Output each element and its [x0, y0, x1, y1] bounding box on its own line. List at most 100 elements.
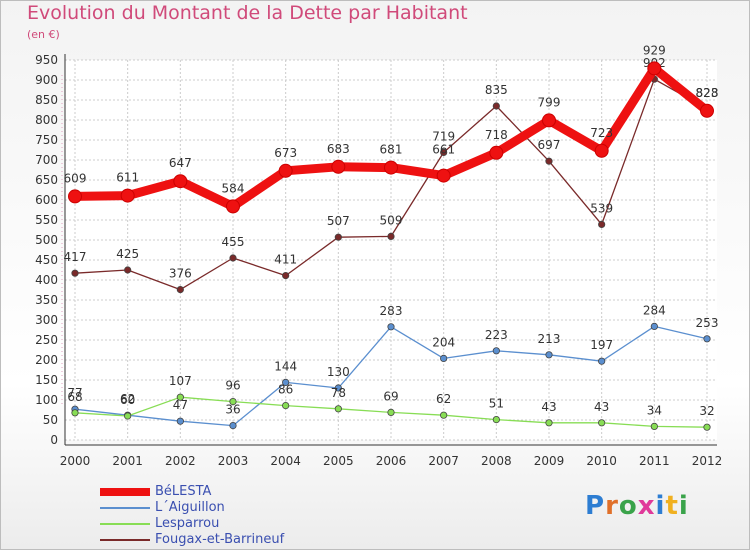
data-point — [124, 266, 132, 274]
data-label: 43 — [594, 400, 609, 414]
data-label: 107 — [169, 374, 192, 388]
data-point — [334, 233, 342, 241]
data-point — [492, 102, 500, 110]
data-label: 78 — [331, 386, 346, 400]
data-point — [124, 412, 132, 420]
y-tick-label: 850 — [35, 93, 58, 107]
x-tick-label: 2011 — [639, 454, 670, 468]
data-point — [278, 163, 293, 178]
data-point — [492, 415, 500, 424]
data-point — [387, 323, 395, 331]
y-tick-label: 800 — [35, 113, 58, 127]
data-point — [594, 143, 609, 158]
data-point — [282, 378, 290, 386]
data-label: 828 — [696, 86, 719, 100]
data-point — [542, 113, 556, 128]
x-tick-label: 2009 — [534, 454, 565, 468]
data-point — [229, 421, 237, 430]
data-label: 47 — [173, 398, 188, 412]
y-tick-label: 550 — [35, 213, 58, 227]
data-label: 34 — [647, 403, 662, 417]
data-point — [545, 351, 553, 359]
logo-letter: i — [655, 491, 666, 521]
data-label: 425 — [116, 247, 139, 261]
data-label: 69 — [383, 389, 398, 403]
data-label: 253 — [696, 316, 719, 330]
logo-letter: x — [637, 491, 656, 521]
data-label: 929 — [643, 43, 666, 57]
data-point — [229, 397, 237, 406]
data-label: 411 — [274, 253, 297, 267]
legend-label: BéLESTA — [155, 484, 212, 499]
data-point — [282, 271, 290, 280]
data-label: 32 — [699, 404, 714, 418]
data-label: 507 — [327, 214, 350, 228]
data-label: 62 — [436, 392, 451, 406]
legend-swatch — [100, 488, 150, 496]
legend-swatch — [100, 539, 150, 541]
data-label: 539 — [590, 201, 613, 215]
legend-label: Fougax-et-Barrineuf — [155, 532, 285, 547]
logo-letter: r — [605, 491, 619, 521]
data-point — [598, 357, 606, 365]
data-point — [173, 174, 188, 189]
data-label: 204 — [432, 335, 455, 349]
data-point — [440, 411, 448, 419]
data-label: 719 — [432, 129, 455, 143]
data-point — [176, 393, 184, 401]
x-tick-label: 2002 — [165, 454, 196, 468]
x-tick-label: 2006 — [376, 454, 407, 468]
data-label: 647 — [169, 156, 192, 170]
data-label: 455 — [222, 235, 245, 249]
data-point — [598, 419, 606, 427]
data-label: 417 — [64, 250, 87, 264]
data-point — [282, 401, 290, 410]
data-point — [545, 157, 553, 165]
data-point — [650, 422, 658, 430]
data-label: 661 — [432, 143, 455, 157]
y-tick-label: 600 — [35, 193, 58, 207]
data-point — [176, 417, 184, 425]
proxiti-logo: Proxiti — [585, 491, 689, 521]
data-label: 51 — [489, 397, 504, 411]
y-tick-label: 150 — [35, 373, 58, 387]
data-label: 584 — [222, 181, 245, 195]
y-tick-label: 650 — [35, 173, 58, 187]
x-tick-label: 2004 — [270, 454, 301, 468]
x-tick-label: 2000 — [60, 454, 91, 468]
data-label: 723 — [590, 126, 613, 140]
data-point — [387, 232, 395, 240]
y-tick-label: 250 — [35, 333, 58, 347]
y-tick-label: 950 — [35, 53, 58, 67]
data-label: 376 — [169, 267, 192, 281]
legend-swatch — [100, 523, 150, 525]
data-label: 60 — [120, 393, 135, 407]
legend-swatch — [100, 507, 150, 509]
logo-letter: o — [618, 491, 638, 521]
x-tick-label: 2010 — [586, 454, 617, 468]
data-label: 68 — [67, 390, 82, 404]
data-label: 36 — [225, 403, 240, 417]
data-point — [545, 419, 553, 427]
data-point — [489, 145, 504, 160]
data-label: 835 — [485, 83, 508, 97]
data-label: 609 — [64, 171, 87, 185]
data-point — [647, 61, 662, 76]
data-point — [598, 220, 606, 228]
data-point — [384, 160, 398, 175]
data-label: 718 — [485, 128, 508, 142]
data-label: 86 — [278, 383, 293, 397]
x-tick-label: 2003 — [218, 454, 249, 468]
y-tick-label: 200 — [35, 353, 58, 367]
data-point — [703, 423, 711, 431]
data-point — [120, 188, 135, 203]
y-tick-label: 300 — [35, 313, 58, 327]
data-point — [71, 269, 79, 277]
data-point — [387, 408, 395, 416]
y-tick-label: 0 — [50, 433, 58, 447]
data-label: 223 — [485, 328, 508, 342]
data-point — [334, 384, 342, 392]
data-point — [703, 335, 711, 343]
logo-letter: t — [665, 491, 679, 521]
data-label: 43 — [541, 400, 556, 414]
